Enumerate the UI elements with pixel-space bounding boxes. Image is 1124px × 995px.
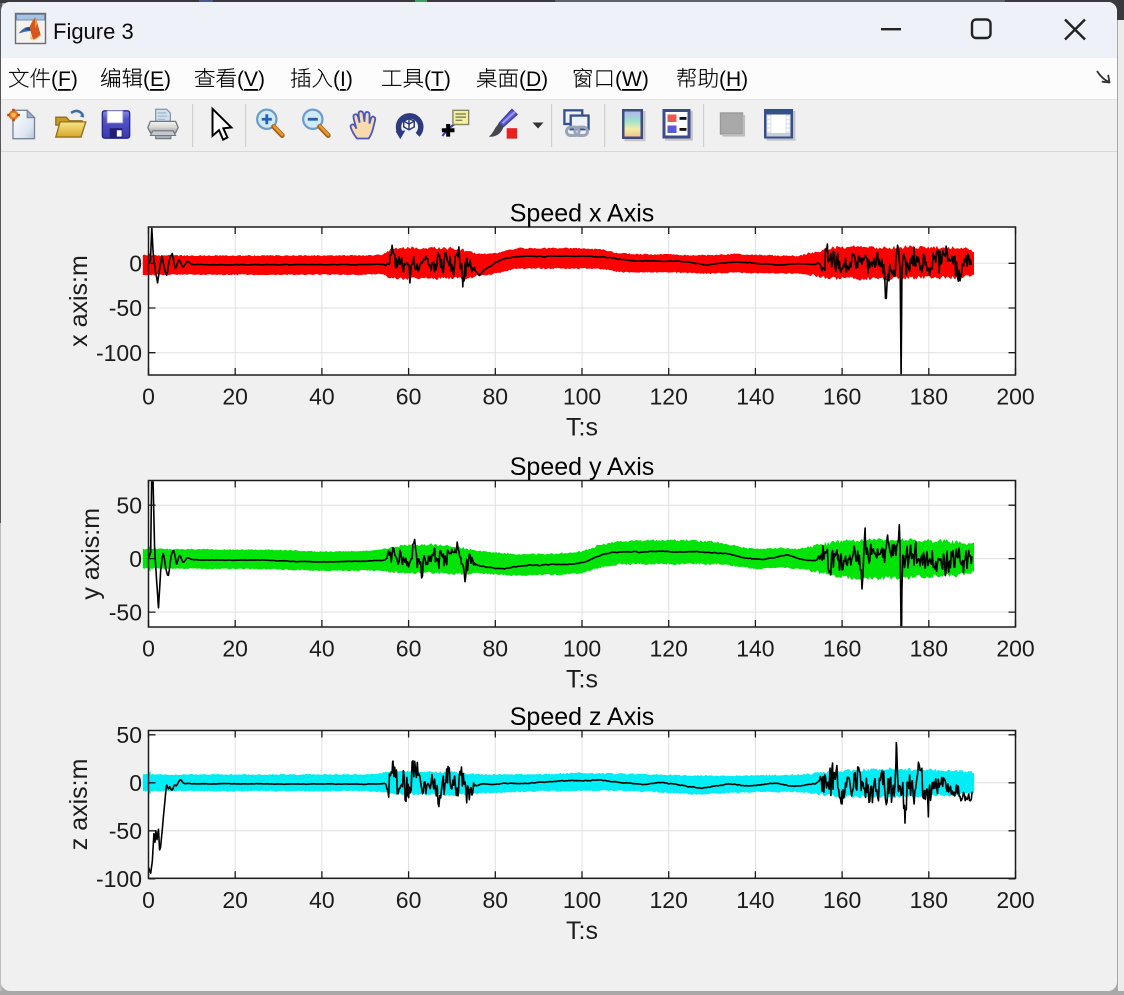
svg-text:160: 160	[823, 887, 861, 913]
svg-text:180: 180	[910, 887, 948, 913]
svg-text:Speed z Axis: Speed z Axis	[510, 703, 655, 731]
svg-text:0: 0	[129, 546, 142, 572]
svg-text:120: 120	[650, 887, 688, 913]
svg-text:50: 50	[116, 492, 142, 518]
svg-text:(T): (T)	[424, 68, 451, 91]
svg-text:100: 100	[563, 887, 601, 913]
svg-text:0: 0	[129, 770, 142, 796]
svg-text:200: 200	[996, 887, 1034, 913]
svg-text:40: 40	[309, 887, 335, 913]
svg-text:100: 100	[563, 636, 601, 662]
svg-text:x axis:m: x axis:m	[65, 255, 93, 347]
svg-text:140: 140	[736, 636, 774, 662]
svg-text:T:s: T:s	[566, 414, 598, 442]
svg-text:(E): (E)	[143, 68, 171, 91]
svg-text:(H): (H)	[719, 68, 748, 91]
svg-text:-50: -50	[109, 295, 142, 321]
svg-text:20: 20	[222, 887, 248, 913]
svg-text:20: 20	[222, 384, 248, 410]
svg-text:100: 100	[563, 384, 601, 410]
svg-text:Speed x Axis: Speed x Axis	[510, 200, 655, 228]
svg-text:200: 200	[996, 384, 1034, 410]
svg-text:(W): (W)	[615, 68, 649, 91]
svg-text:T:s: T:s	[566, 666, 598, 694]
svg-text:180: 180	[910, 384, 948, 410]
svg-text:120: 120	[650, 636, 688, 662]
svg-text:80: 80	[483, 887, 509, 913]
svg-text:(D): (D)	[519, 68, 548, 91]
svg-text:160: 160	[823, 384, 861, 410]
svg-text:y axis:m: y axis:m	[77, 508, 105, 600]
svg-text:120: 120	[650, 384, 688, 410]
svg-text:20: 20	[222, 636, 248, 662]
svg-text:0: 0	[142, 384, 155, 410]
svg-text:80: 80	[483, 384, 509, 410]
svg-text:40: 40	[309, 636, 335, 662]
svg-text:T:s: T:s	[566, 917, 598, 945]
svg-text:200: 200	[996, 636, 1034, 662]
svg-text:0: 0	[129, 251, 142, 277]
svg-text:40: 40	[309, 384, 335, 410]
svg-text:60: 60	[396, 636, 422, 662]
svg-text:(V): (V)	[237, 68, 265, 91]
svg-text:Figure 3: Figure 3	[53, 19, 134, 44]
svg-text:-100: -100	[96, 866, 142, 892]
svg-text:80: 80	[483, 636, 509, 662]
svg-text:140: 140	[736, 384, 774, 410]
svg-text:140: 140	[736, 887, 774, 913]
svg-text:0: 0	[142, 887, 155, 913]
svg-text:0: 0	[142, 636, 155, 662]
svg-text:50: 50	[116, 722, 142, 748]
svg-text:60: 60	[396, 384, 422, 410]
svg-text:180: 180	[910, 636, 948, 662]
svg-text:-100: -100	[96, 340, 142, 366]
svg-text:-50: -50	[109, 599, 142, 625]
svg-text:60: 60	[396, 887, 422, 913]
svg-text:160: 160	[823, 636, 861, 662]
svg-text:z axis:m: z axis:m	[65, 759, 93, 851]
svg-text:(I): (I)	[333, 68, 353, 91]
svg-text:(F): (F)	[51, 68, 78, 91]
svg-text:Speed y Axis: Speed y Axis	[510, 453, 655, 481]
svg-text:-50: -50	[109, 818, 142, 844]
